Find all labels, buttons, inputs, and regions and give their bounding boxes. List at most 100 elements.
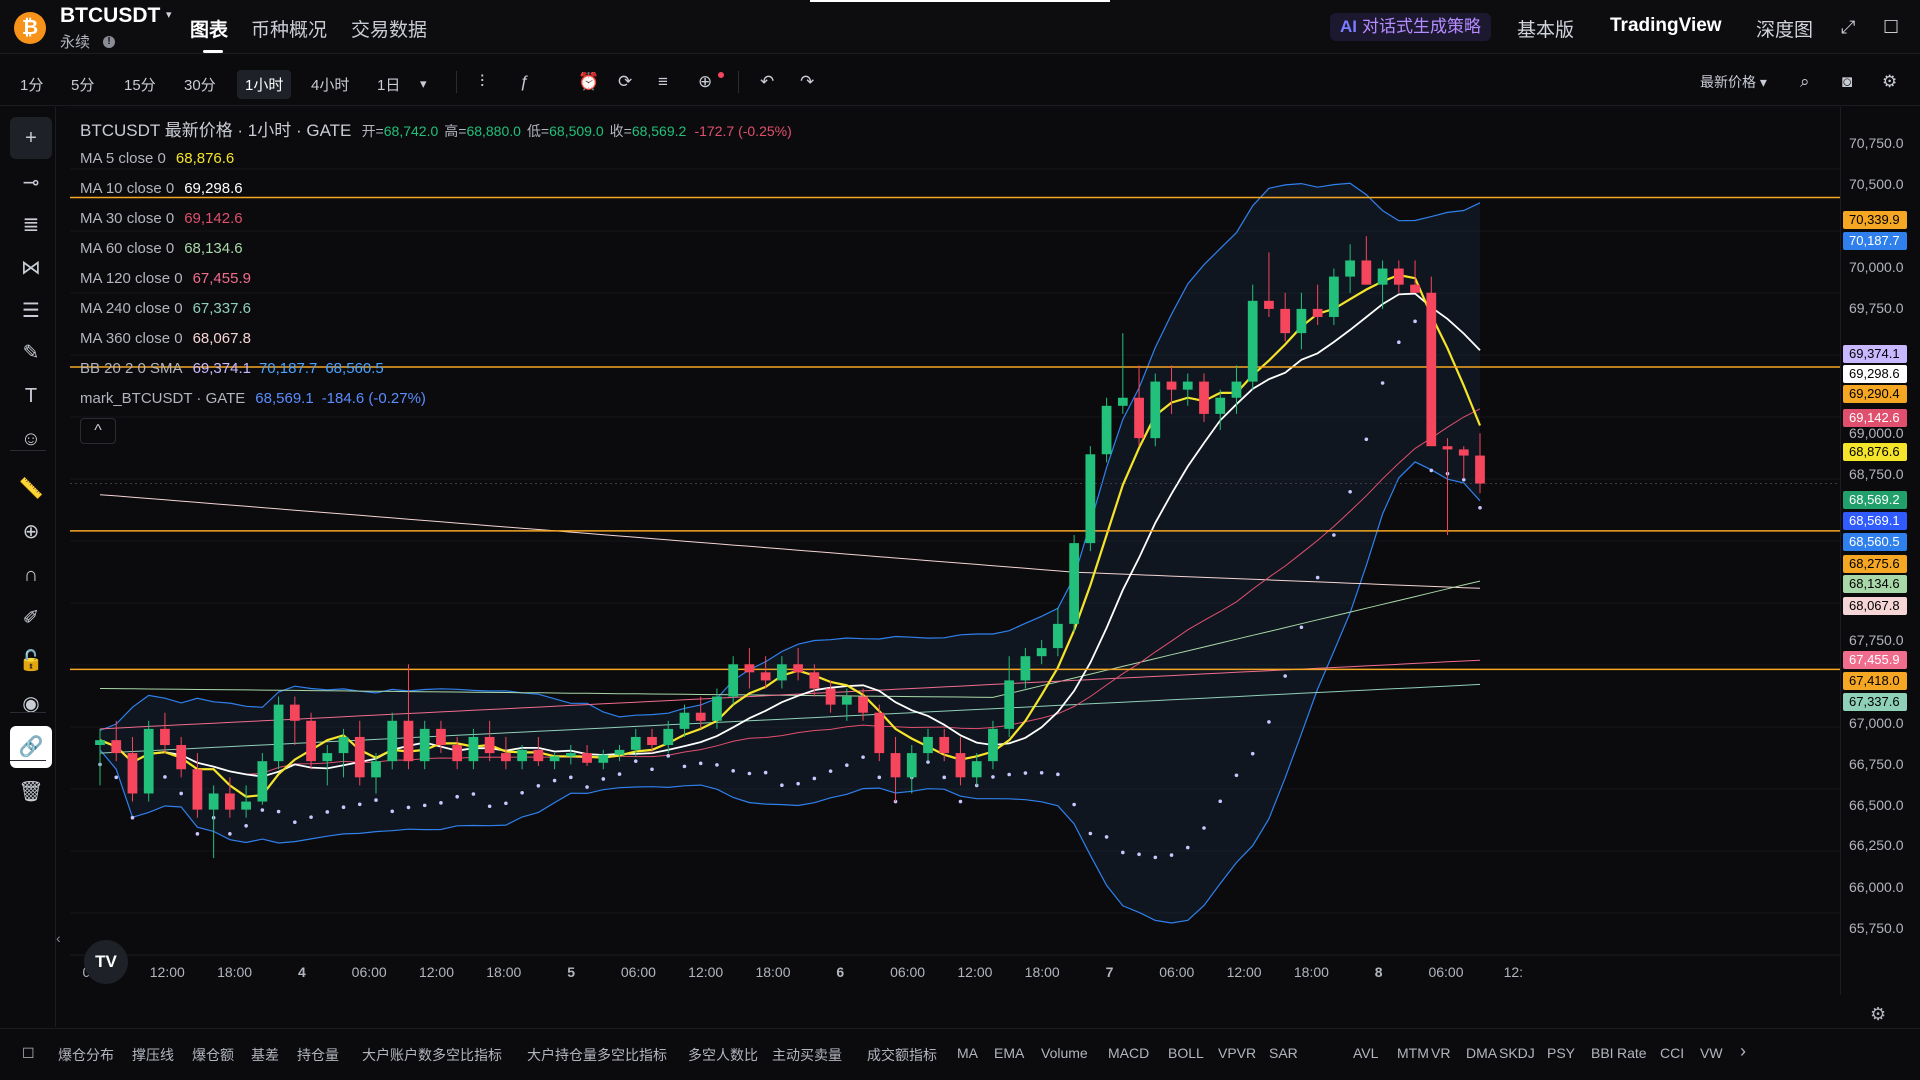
candle-body[interactable] [1004, 680, 1015, 729]
settings-icon[interactable]: ⚙ [1882, 72, 1898, 91]
candle-body[interactable] [1166, 381, 1177, 390]
trash-icon[interactable]: 🗑 [18, 781, 44, 803]
candle-body[interactable] [890, 753, 901, 778]
zoom-icon[interactable]: ⊕ [22, 521, 40, 543]
add-icon[interactable]: ⊕ [698, 72, 713, 91]
legend-row[interactable]: MA 30 close 0 69,142.6 [80, 210, 251, 227]
tab-chart[interactable]: 图表 [190, 20, 229, 41]
calendar-icon[interactable]: ☐ [22, 1045, 35, 1061]
candle-body[interactable] [955, 753, 966, 778]
candle-body[interactable] [1134, 397, 1144, 439]
undo-icon[interactable]: ↶ [760, 72, 775, 91]
candle-body[interactable] [273, 704, 284, 762]
candle-body[interactable] [176, 745, 187, 770]
candle-body[interactable] [192, 769, 203, 810]
indicator-macd[interactable]: MACD [1108, 1045, 1150, 1061]
indicator-ma[interactable]: MA [957, 1045, 978, 1061]
pencil-lock-icon[interactable]: ✐ [22, 607, 40, 629]
candle-body[interactable] [436, 728, 446, 746]
pattern-icon[interactable]: ⋈ [21, 257, 41, 279]
tab-coin-overview[interactable]: 币种概况 [251, 20, 328, 41]
more-indicators-icon[interactable]: › [1740, 1041, 1746, 1061]
candle-body[interactable] [1377, 268, 1388, 285]
timeframe-30m[interactable]: 30分 [184, 77, 216, 94]
candle-body[interactable] [565, 753, 576, 757]
info-icon[interactable]: ! [103, 36, 115, 48]
indicator-cci[interactable]: CCI [1660, 1045, 1685, 1061]
candle-body[interactable] [760, 672, 771, 681]
candle-body[interactable] [143, 728, 154, 794]
legend-row[interactable]: MA 240 close 0 67,337.6 [80, 300, 259, 317]
timeframe-4h[interactable]: 4小时 [311, 77, 350, 94]
ai-strategy-button[interactable]: AI 对话式生成策略 [1330, 13, 1491, 41]
camera-icon[interactable]: ◙ [1842, 72, 1853, 91]
candle-body[interactable] [874, 712, 885, 754]
timeframe-1d[interactable]: 1日 [377, 77, 401, 94]
indicators-icon[interactable]: ƒ [520, 72, 530, 91]
candle-body[interactable] [1150, 381, 1161, 439]
indicator-大户账户数多空比指标[interactable]: 大户账户数多空比指标 [362, 1047, 502, 1063]
candle-body[interactable] [338, 736, 349, 754]
candle-body[interactable] [630, 736, 641, 750]
candle-body[interactable] [695, 712, 706, 721]
fib-icon[interactable]: ☰ [22, 300, 40, 322]
candle-body[interactable] [1085, 454, 1096, 544]
candle-body[interactable] [939, 736, 950, 754]
candle-body[interactable] [549, 756, 560, 762]
candle-body[interactable] [841, 696, 852, 705]
candle-body[interactable] [1442, 446, 1453, 450]
candle-body[interactable] [1231, 381, 1242, 398]
candle-body[interactable] [160, 728, 170, 746]
eye-icon[interactable]: ◉ [22, 693, 40, 715]
text-icon[interactable]: T [24, 385, 38, 407]
expand-icon[interactable]: ⤢ [1841, 17, 1856, 37]
price-chart[interactable]: 06:00 12:00 18:00 4 06:00 12:00 18:00 5 06:00 12:… [70, 107, 1840, 995]
link-icon[interactable]: 🔗 [10, 726, 52, 768]
candle-body[interactable] [1312, 308, 1323, 317]
symbol-name[interactable]: BTCUSDT [60, 4, 161, 27]
candle-body[interactable] [403, 720, 414, 762]
indicator-vr[interactable]: VR [1431, 1045, 1451, 1061]
candle-body[interactable] [1458, 449, 1469, 456]
price-axis[interactable]: 70,750.0 70,500.0 70,000.0 69,750.0 69,000.0… [1840, 107, 1920, 995]
indicator-持仓量[interactable]: 持仓量 [297, 1047, 339, 1063]
indicator-vw[interactable]: VW [1700, 1045, 1723, 1061]
indicator-基差[interactable]: 基差 [251, 1047, 279, 1063]
indicator-rate[interactable]: Rate [1617, 1045, 1647, 1061]
redo-icon[interactable]: ↷ [800, 72, 815, 91]
indicator-boll[interactable]: BOLL [1168, 1045, 1204, 1061]
template-icon[interactable]: ≡ [658, 72, 668, 91]
crosshair-icon[interactable]: + [10, 117, 52, 159]
candle-body[interactable] [1264, 300, 1274, 309]
indicator-volume[interactable]: Volume [1041, 1045, 1088, 1061]
candle-body[interactable] [387, 720, 398, 762]
candle-body[interactable] [419, 728, 430, 762]
candle-body[interactable] [647, 736, 657, 746]
candle-body[interactable] [241, 801, 251, 810]
candle-body[interactable] [1361, 260, 1372, 285]
indicator-dma[interactable]: DMA [1466, 1045, 1498, 1061]
depth-chart-link[interactable]: 深度图 [1756, 20, 1814, 41]
candle-body[interactable] [1020, 656, 1031, 681]
indicator-撑压线[interactable]: 撑压线 [132, 1047, 174, 1063]
candle-body[interactable] [501, 753, 511, 762]
candle-body[interactable] [354, 736, 365, 778]
indicator-psy[interactable]: PSY [1547, 1045, 1576, 1061]
candle-body[interactable] [1036, 648, 1047, 657]
legend-row[interactable]: MA 60 close 0 68,134.6 [80, 240, 251, 257]
candle-body[interactable] [1215, 397, 1226, 414]
candle-body[interactable] [322, 753, 333, 762]
candle-body[interactable] [225, 793, 235, 810]
candle-body[interactable] [971, 761, 982, 778]
indicator-爆仓额[interactable]: 爆仓额 [192, 1047, 234, 1063]
legend-row[interactable]: MA 360 close 0 68,067.8 [80, 330, 259, 347]
price-type-select[interactable]: 最新价格 ▾ [1700, 74, 1767, 90]
candle-body[interactable] [858, 696, 868, 713]
tradingview-link[interactable]: TradingView [1610, 15, 1722, 36]
candle-body[interactable] [809, 672, 820, 689]
candle-body[interactable] [598, 754, 609, 763]
timeframe-1h[interactable]: 1小时 [237, 70, 292, 99]
timeframe-5m[interactable]: 5分 [71, 77, 95, 94]
tab-trading-data[interactable]: 交易数据 [351, 20, 428, 41]
candle-body[interactable] [517, 749, 527, 762]
